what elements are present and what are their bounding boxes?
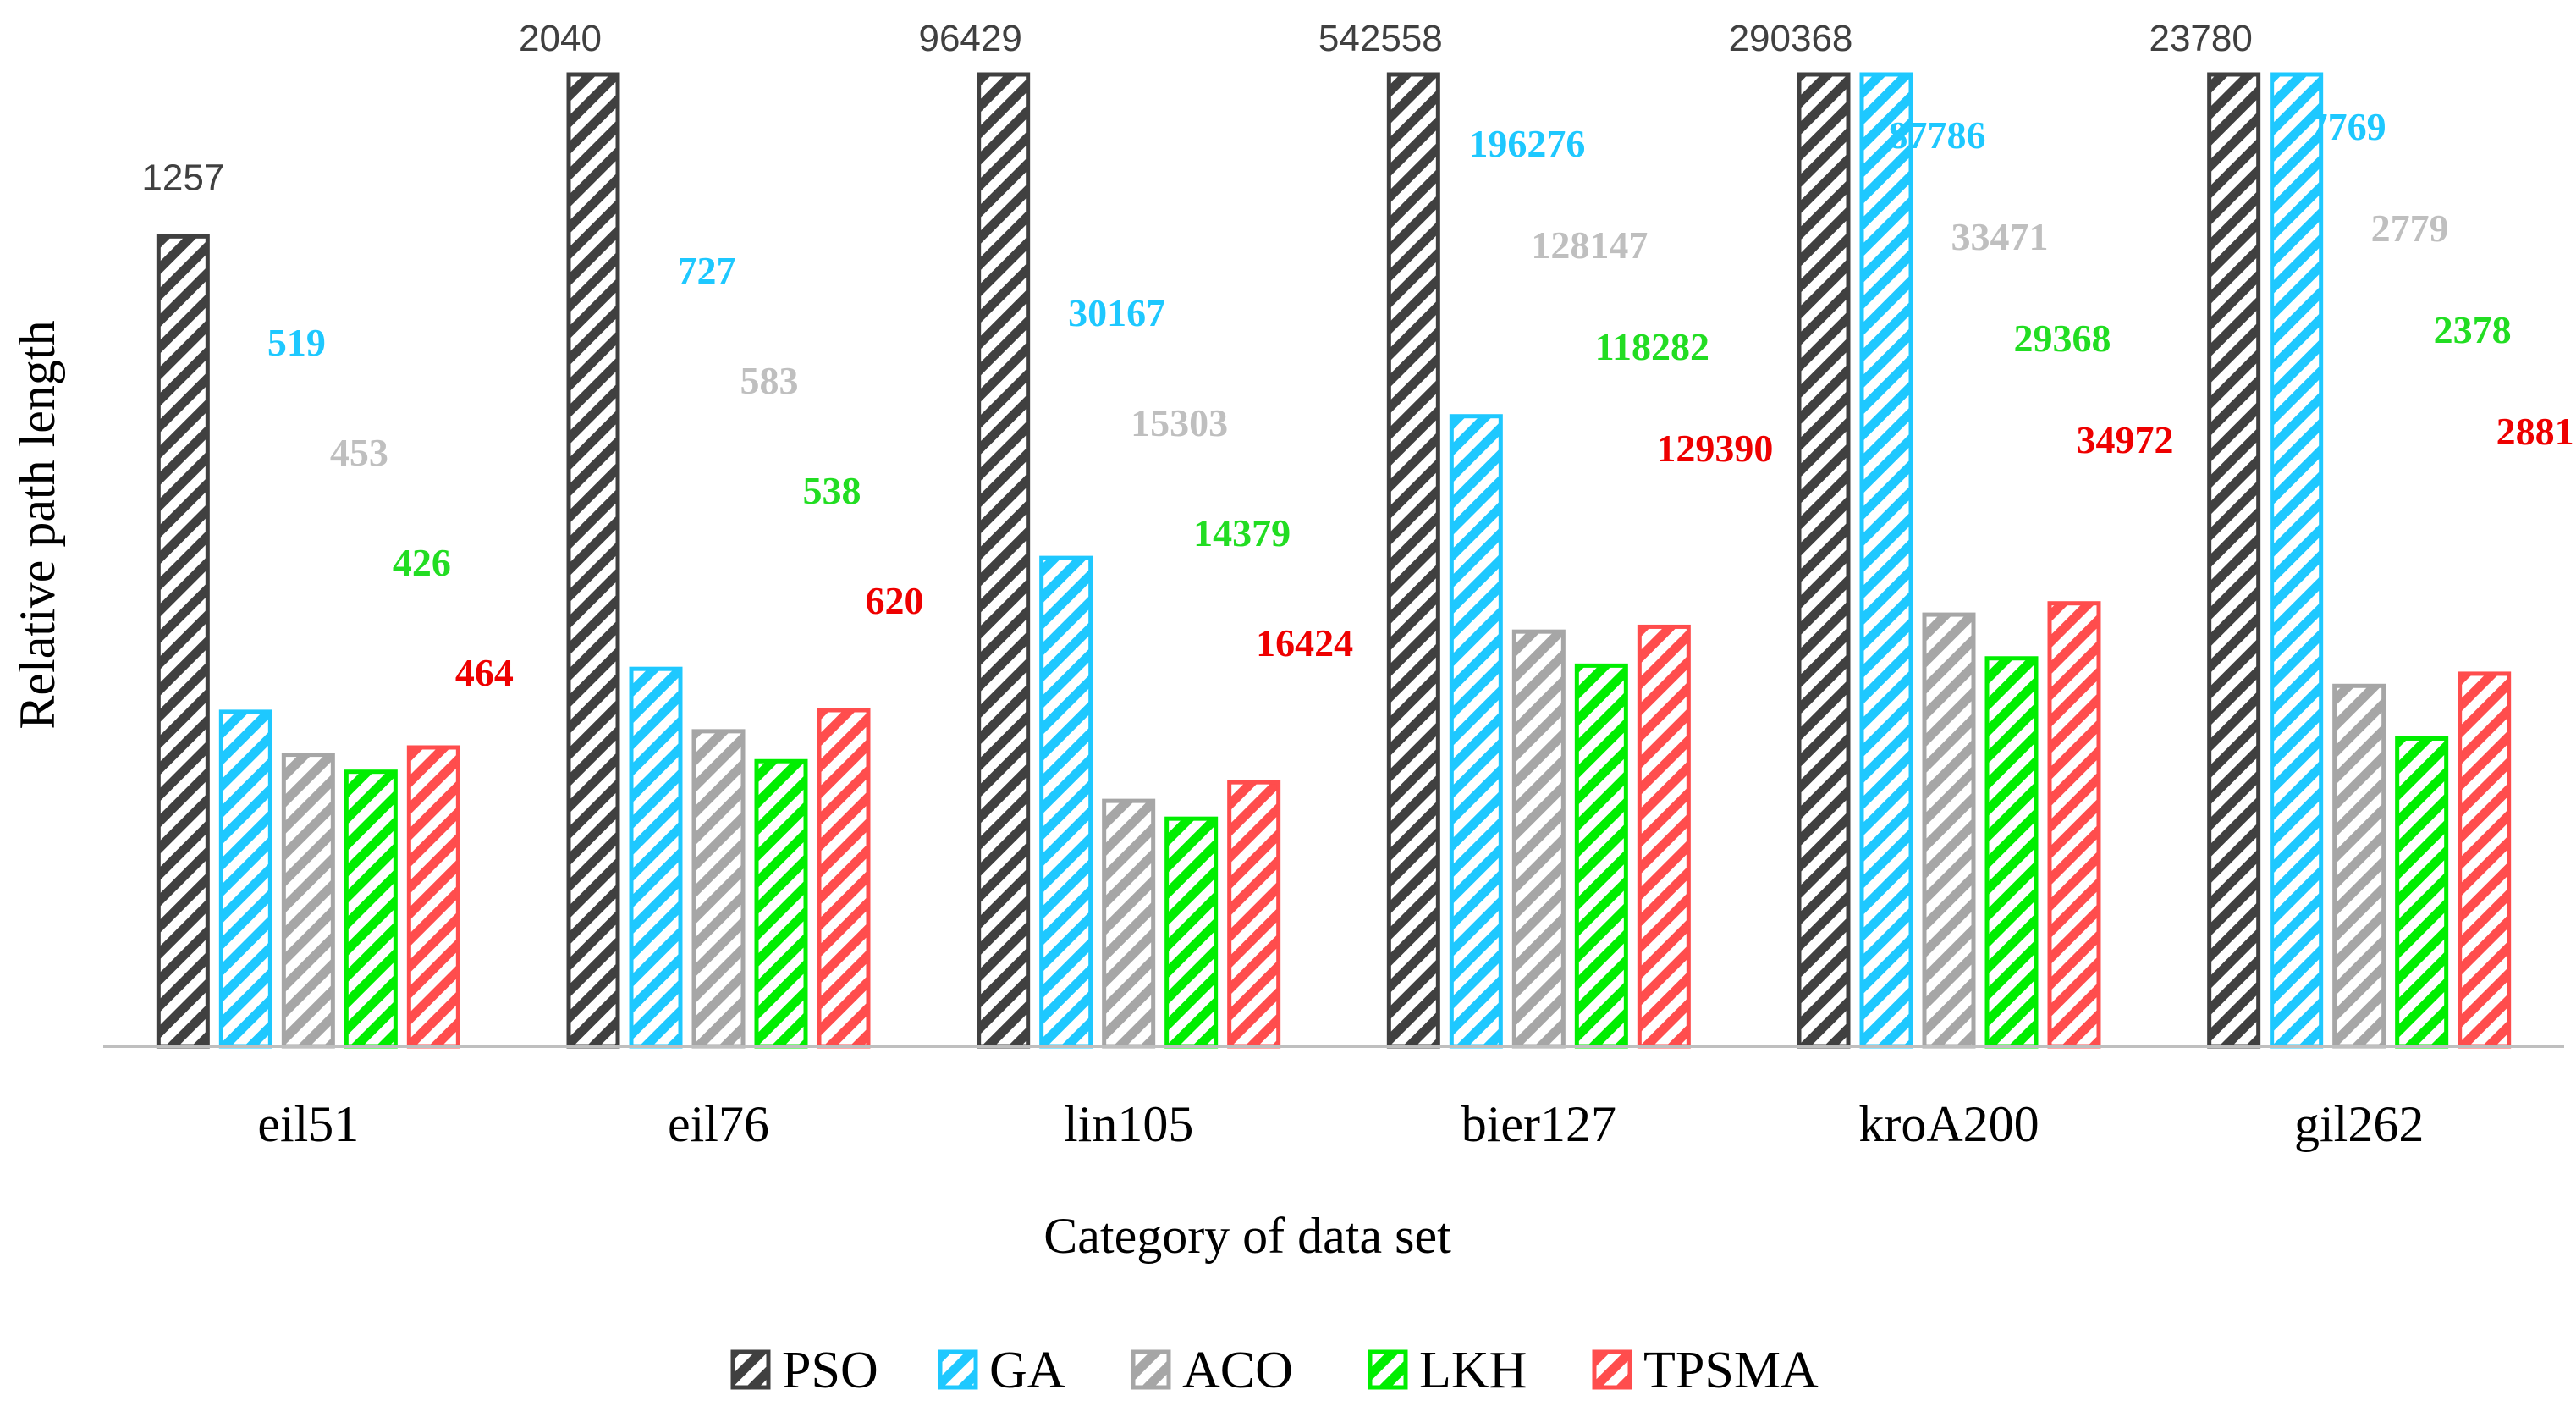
- bar-eil51-ga: [218, 709, 272, 1049]
- bar-eil76-ga: [629, 666, 683, 1049]
- bar-kroa200-ga: [1859, 72, 1913, 1049]
- value-label-eil76-lkh: 538: [803, 469, 861, 512]
- value-label-bier127-aco: 128147: [1531, 223, 1648, 267]
- legend-item-lkh: LKH: [1368, 1342, 1527, 1399]
- legend-item-ga: GA: [938, 1342, 1065, 1399]
- legend-label-tpsma: TPSMA: [1643, 1342, 1819, 1399]
- value-label-kroa200-pso: 290368: [1729, 18, 1853, 59]
- x-axis-title: Category of data set: [1043, 1208, 1451, 1264]
- value-label-bier127-pso: 542558: [1318, 18, 1443, 59]
- category-label-kroa200: kroA200: [1858, 1096, 2039, 1152]
- value-label-gil262-lkh: 2378: [2434, 308, 2512, 351]
- legend-swatch-aco: [1131, 1349, 1171, 1390]
- legend-item-pso: PSO: [730, 1342, 878, 1399]
- category-label-eil51: eil51: [257, 1096, 359, 1152]
- bar-bier127-ga: [1449, 414, 1503, 1049]
- value-label-bier127-ga: 196276: [1468, 122, 1585, 165]
- value-label-eil76-aco: 583: [740, 359, 799, 402]
- legend-label-ga: GA: [989, 1342, 1065, 1399]
- bar-bier127-pso: [1386, 72, 1440, 1049]
- category-label-bier127: bier127: [1461, 1096, 1616, 1152]
- value-label-kroa200-ga: 87786: [1889, 113, 1986, 157]
- legend-label-lkh: LKH: [1419, 1342, 1527, 1399]
- value-label-bier127-lkh: 118282: [1595, 325, 1709, 368]
- category-label-gil262: gil262: [2294, 1096, 2424, 1152]
- y-axis-title: Relative path length: [9, 320, 65, 729]
- bar-eil51-tpsma: [406, 745, 460, 1049]
- value-label-eil51-ga: 519: [267, 321, 326, 364]
- value-label-kroa200-tpsma: 34972: [2077, 418, 2174, 461]
- legend-swatch-pso: [730, 1349, 771, 1390]
- legend-item-aco: ACO: [1131, 1342, 1293, 1399]
- bar-lin105-pso: [977, 72, 1031, 1049]
- category-labels-layer: eil51 eil76 lin105 bier127 kroA200 gil262: [257, 1096, 2424, 1152]
- bar-lin105-tpsma: [1227, 780, 1281, 1049]
- bar-gil262-lkh: [2395, 736, 2449, 1049]
- bar-bier127-lkh: [1574, 663, 1628, 1049]
- bar-lin105-ga: [1039, 555, 1093, 1049]
- bar-gil262-ga: [2270, 72, 2324, 1049]
- value-label-eil51-pso: 1257: [141, 157, 224, 198]
- bar-eil51-pso: [156, 234, 210, 1049]
- value-label-gil262-pso: 23780: [2149, 18, 2252, 59]
- value-label-lin105-lkh: 14379: [1193, 511, 1291, 554]
- legend-label-aco: ACO: [1182, 1342, 1293, 1399]
- legend-label-pso: PSO: [782, 1342, 878, 1399]
- bar-eil51-aco: [281, 753, 335, 1049]
- bar-kroa200-lkh: [1984, 656, 2039, 1049]
- bars-layer: [156, 72, 2512, 1049]
- value-label-eil76-tpsma: 620: [866, 579, 924, 622]
- value-label-gil262-aco: 2779: [2371, 207, 2449, 250]
- legend-swatch-ga: [938, 1349, 978, 1390]
- value-label-eil51-tpsma: 464: [455, 651, 514, 694]
- value-label-lin105-aco: 15303: [1131, 401, 1228, 444]
- bar-lin105-aco: [1102, 798, 1156, 1049]
- bar-eil51-lkh: [344, 769, 398, 1049]
- value-label-kroa200-aco: 33471: [1951, 215, 2049, 258]
- bar-eil76-lkh: [754, 758, 808, 1049]
- bar-eil76-tpsma: [817, 708, 871, 1049]
- bar-bier127-aco: [1511, 629, 1566, 1049]
- bar-gil262-pso: [2207, 72, 2261, 1049]
- legend-swatch-tpsma: [1592, 1349, 1632, 1390]
- value-label-kroa200-lkh: 29368: [2014, 317, 2111, 360]
- value-label-lin105-tpsma: 16424: [1256, 621, 1353, 664]
- value-label-gil262-tpsma: 2881: [2496, 410, 2574, 453]
- bar-lin105-lkh: [1164, 816, 1219, 1049]
- category-label-eil76: eil76: [668, 1096, 769, 1152]
- legend-swatch-lkh: [1368, 1349, 1408, 1390]
- category-label-lin105: lin105: [1064, 1096, 1193, 1152]
- bar-kroa200-pso: [1797, 72, 1851, 1049]
- bar-gil262-tpsma: [2458, 671, 2512, 1049]
- value-label-eil76-pso: 2040: [519, 18, 602, 59]
- bar-eil76-pso: [566, 72, 620, 1049]
- bar-gil262-aco: [2332, 683, 2386, 1049]
- value-label-lin105-ga: 30167: [1068, 291, 1165, 334]
- legend-item-tpsma: TPSMA: [1592, 1342, 1819, 1399]
- value-label-eil51-lkh: 426: [393, 541, 451, 584]
- value-labels-layer: 1257 519 453 426 464 2040 727 583 538 620 96429 301…: [141, 18, 2573, 694]
- bar-bier127-tpsma: [1637, 624, 1691, 1049]
- bar-kroa200-tpsma: [2047, 601, 2101, 1049]
- value-label-eil76-ga: 727: [678, 249, 736, 292]
- bar-kroa200-aco: [1922, 612, 1976, 1049]
- value-label-eil51-aco: 453: [330, 431, 388, 474]
- value-label-lin105-pso: 96429: [918, 18, 1021, 59]
- legend: PSO GA ACO LKH TPSMA: [730, 1342, 1819, 1399]
- value-label-gil262-ga: 7769: [2309, 105, 2386, 148]
- bar-eil76-aco: [691, 729, 746, 1049]
- value-label-bier127-tpsma: 129390: [1656, 427, 1773, 470]
